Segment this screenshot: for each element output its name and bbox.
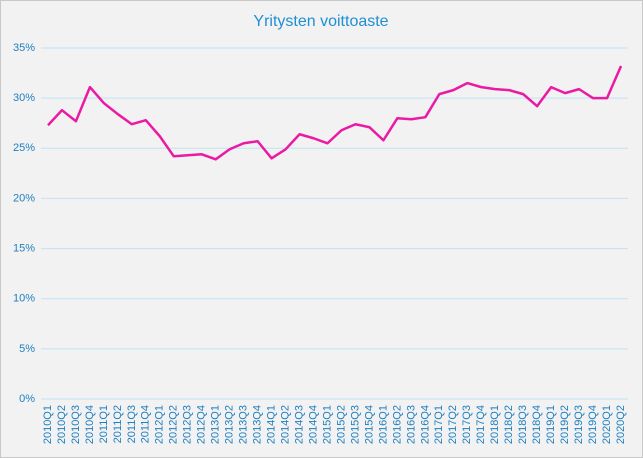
y-tick-label: 25% — [13, 142, 35, 154]
y-tick-label: 0% — [19, 393, 35, 405]
x-tick-label: 2013Q2 — [224, 405, 236, 444]
y-tick-label: 5% — [19, 343, 35, 355]
x-tick-label: 2015Q4 — [363, 405, 375, 444]
x-tick-label: 2015Q3 — [349, 405, 361, 444]
x-tick-label: 2012Q4 — [196, 405, 208, 444]
x-tick-label: 2013Q1 — [210, 405, 222, 444]
y-tick-label: 35% — [13, 42, 35, 54]
x-tick-label: 2012Q3 — [182, 405, 194, 444]
x-tick-label: 2014Q2 — [279, 405, 291, 444]
x-tick-label: 2017Q1 — [433, 405, 445, 444]
x-tick-label: 2016Q2 — [391, 405, 403, 444]
data-line — [47, 65, 623, 161]
x-tick-label: 2011Q1 — [98, 405, 110, 443]
x-tick-label: 2010Q1 — [42, 405, 54, 444]
x-tick-label: 2016Q3 — [405, 405, 417, 444]
x-tick-label: 2011Q3 — [126, 405, 138, 443]
x-tick-label: 2012Q1 — [154, 405, 166, 444]
x-tick-label: 2014Q3 — [293, 405, 305, 444]
y-tick-label: 10% — [13, 293, 35, 305]
x-tick-label: 2019Q2 — [559, 405, 571, 444]
x-tick-label: 2019Q1 — [545, 405, 557, 444]
x-tick-label: 2013Q3 — [238, 405, 250, 444]
x-tick-label: 2015Q1 — [321, 405, 333, 444]
y-tick-label: 20% — [13, 192, 35, 204]
x-tick-label: 2017Q4 — [475, 405, 487, 444]
x-tick-label: 2015Q2 — [335, 405, 347, 444]
x-tick-label: 2012Q2 — [168, 405, 180, 444]
x-tick-label: 2016Q1 — [377, 405, 389, 444]
x-tick-label: 2014Q4 — [307, 405, 319, 444]
x-tick-label: 2018Q3 — [517, 405, 529, 444]
x-tick-label: 2011Q4 — [140, 405, 152, 443]
x-tick-label: 2016Q4 — [419, 405, 431, 444]
x-tick-label: 2017Q2 — [447, 405, 459, 444]
x-tick-label: 2020Q1 — [601, 405, 613, 444]
x-tick-label: 2013Q4 — [252, 405, 264, 444]
x-tick-label: 2017Q3 — [461, 405, 473, 444]
x-tick-label: 2010Q3 — [70, 405, 82, 444]
x-tick-label: 2020Q2 — [615, 405, 627, 444]
x-tick-label: 2018Q1 — [489, 405, 501, 444]
x-tick-label: 2019Q4 — [587, 405, 599, 444]
x-tick-label: 2018Q2 — [503, 405, 515, 444]
y-tick-label: 15% — [13, 242, 35, 254]
x-tick-label: 2011Q2 — [112, 405, 124, 443]
x-tick-label: 2014Q1 — [266, 405, 278, 444]
x-tick-label: 2019Q3 — [573, 405, 585, 444]
x-tick-label: 2010Q4 — [84, 405, 96, 444]
y-tick-label: 30% — [13, 92, 35, 104]
x-tick-label: 2010Q2 — [56, 405, 68, 444]
chart-title: Yritysten voittoaste — [253, 13, 388, 30]
x-tick-label: 2018Q4 — [531, 405, 543, 444]
